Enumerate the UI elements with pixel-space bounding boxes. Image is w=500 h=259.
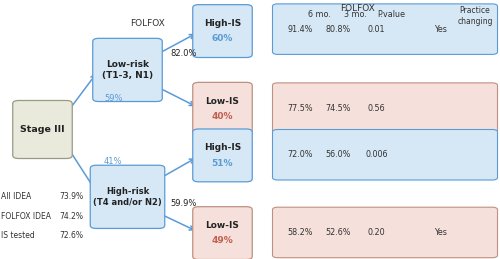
Text: 40%: 40% <box>212 112 233 121</box>
FancyBboxPatch shape <box>193 129 252 182</box>
FancyBboxPatch shape <box>193 207 252 259</box>
Text: 60%: 60% <box>212 34 233 43</box>
Text: 82.0%: 82.0% <box>170 49 196 58</box>
Text: 74.2%: 74.2% <box>59 212 83 221</box>
Text: Low-risk
(T1-3, N1): Low-risk (T1-3, N1) <box>102 60 153 80</box>
Text: 51%: 51% <box>212 159 233 168</box>
Text: 74.5%: 74.5% <box>325 104 350 113</box>
FancyBboxPatch shape <box>272 207 498 258</box>
Text: IS tested: IS tested <box>1 231 35 240</box>
Text: P.value: P.value <box>377 10 405 19</box>
Text: FOLFOX: FOLFOX <box>130 19 165 28</box>
Text: 41%: 41% <box>104 157 122 166</box>
Text: 58.2%: 58.2% <box>288 228 313 237</box>
Text: 59.9%: 59.9% <box>170 199 196 208</box>
Text: All IDEA: All IDEA <box>1 192 31 201</box>
Text: 59%: 59% <box>104 94 122 103</box>
Text: Yes: Yes <box>434 228 448 237</box>
Text: 77.5%: 77.5% <box>288 104 313 113</box>
FancyBboxPatch shape <box>193 5 252 57</box>
Text: Yes: Yes <box>434 25 448 34</box>
FancyBboxPatch shape <box>272 4 498 54</box>
Text: 6 mo.: 6 mo. <box>308 10 330 19</box>
FancyBboxPatch shape <box>272 130 498 180</box>
Text: 0.20: 0.20 <box>368 228 385 237</box>
Text: 73.9%: 73.9% <box>59 192 83 201</box>
Text: Low-IS: Low-IS <box>206 221 240 230</box>
Text: 52.6%: 52.6% <box>325 228 350 237</box>
Text: 0.01: 0.01 <box>368 25 385 34</box>
FancyBboxPatch shape <box>13 100 72 159</box>
Text: 3 mo.: 3 mo. <box>344 10 366 19</box>
FancyBboxPatch shape <box>93 38 162 102</box>
Text: FOLFOX IDEA: FOLFOX IDEA <box>1 212 51 221</box>
Text: Stage III: Stage III <box>20 125 65 134</box>
Text: FOLFOX: FOLFOX <box>340 4 375 13</box>
FancyBboxPatch shape <box>193 82 252 135</box>
Text: Low-IS: Low-IS <box>206 97 240 105</box>
FancyBboxPatch shape <box>90 165 165 228</box>
Text: 72.0%: 72.0% <box>288 150 313 159</box>
Text: Practice
changing: Practice changing <box>457 6 493 26</box>
Text: 91.4%: 91.4% <box>288 25 313 34</box>
Text: 56.0%: 56.0% <box>325 150 350 159</box>
Text: 49%: 49% <box>212 236 234 245</box>
Text: 0.56: 0.56 <box>368 104 385 113</box>
FancyBboxPatch shape <box>272 83 498 133</box>
Text: High-risk
(T4 and/or N2): High-risk (T4 and/or N2) <box>93 187 162 207</box>
Text: High-IS: High-IS <box>204 143 241 152</box>
Text: 0.006: 0.006 <box>365 150 388 159</box>
Text: High-IS: High-IS <box>204 19 241 28</box>
Text: 72.6%: 72.6% <box>59 231 83 240</box>
Text: 80.8%: 80.8% <box>325 25 350 34</box>
